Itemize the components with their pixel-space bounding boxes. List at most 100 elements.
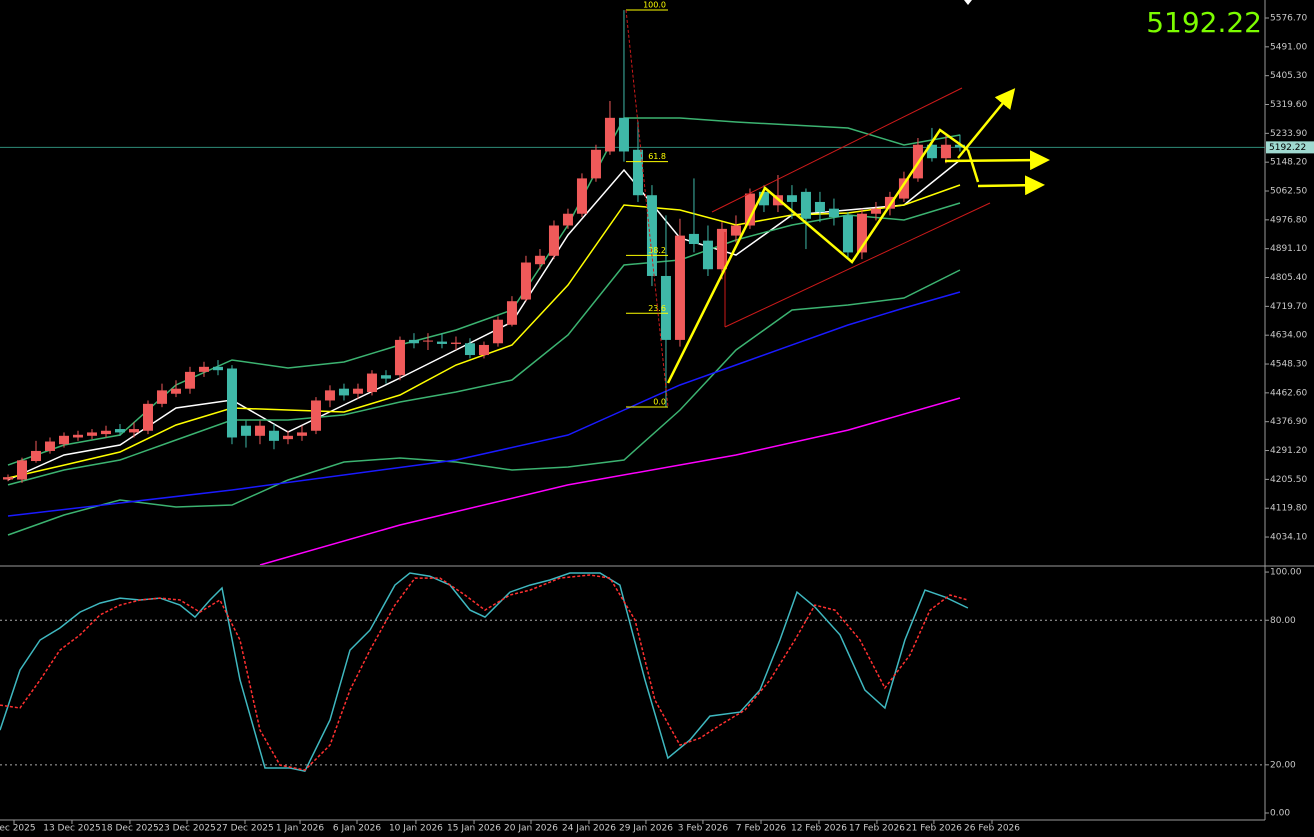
candle-body (604, 117, 615, 152)
indicator-line (7, 202, 961, 486)
candle-body (646, 195, 657, 276)
candle-body (436, 341, 447, 344)
arrow-right-lower (977, 175, 1045, 196)
arrow-down-leg (966, 149, 980, 183)
candle-body (184, 371, 195, 389)
fib-label: 0.0 (653, 397, 666, 406)
candle-body (352, 388, 363, 394)
candle-body (72, 434, 83, 438)
fib-label: 100.0 (643, 0, 666, 9)
x-tick-label: 17 Feb 2026 (849, 824, 905, 834)
y-tick-label: 5576.70 (1270, 14, 1307, 24)
candle-body (590, 149, 601, 179)
candle-body (786, 195, 797, 202)
y-tick-label: 5148.20 (1270, 158, 1307, 168)
candle-body (128, 429, 139, 433)
x-tick-label: 6 Jan 2026 (333, 824, 381, 834)
candle-body (324, 390, 335, 401)
price-panel: 100.0 61.8 38.2 23.6 0.0 (0, 0, 1265, 565)
indicator-line (7, 184, 961, 479)
candle-body (296, 432, 307, 436)
candle-body (576, 178, 587, 214)
x-tick-label: 21 Feb 2026 (906, 824, 962, 834)
candle-body (492, 319, 503, 344)
fib-label: 61.8 (648, 152, 666, 161)
y-tick-label: 4548.30 (1270, 360, 1307, 370)
y-tick-label: 4119.80 (1270, 504, 1307, 514)
y-tick-label: 4976.80 (1270, 215, 1307, 225)
candle-body (170, 388, 181, 394)
y-tick-label: 4291.20 (1270, 446, 1307, 456)
candle-body (16, 460, 27, 480)
x-tick-label: 7 Feb 2026 (736, 824, 787, 834)
candle-body (632, 149, 643, 196)
candle-body (2, 477, 13, 480)
candle-body (394, 339, 405, 376)
candle-body (212, 366, 223, 371)
arrow-up (957, 88, 1016, 159)
candle-body (688, 233, 699, 245)
candle-body (898, 178, 909, 199)
candle-body (534, 255, 545, 265)
candle-body (254, 425, 265, 436)
x-tick-label: 24 Jan 2026 (562, 824, 616, 834)
y-tick-label: 80.00 (1270, 616, 1296, 626)
x-tick-label: 27 Dec 2025 (216, 824, 274, 834)
candle-body (226, 368, 237, 438)
candle-body (702, 240, 713, 270)
fib-label: 23.6 (648, 304, 666, 313)
candle-body (450, 342, 461, 344)
candle-body (926, 144, 937, 159)
candle-body (842, 215, 853, 253)
y-tick-label: 4805.40 (1270, 273, 1307, 283)
last-price-big: 5192.22 (1146, 6, 1262, 39)
fib-label: 38.2 (648, 246, 666, 255)
candle-body (310, 400, 321, 431)
y-tick-label: 100.00 (1270, 568, 1302, 578)
drawings (625, 9, 1050, 408)
candle-body (758, 191, 769, 206)
candle-body (156, 390, 167, 404)
candle-body (478, 344, 489, 356)
candle-body (142, 403, 153, 431)
candle-body (520, 262, 531, 300)
indicator-line (0, 572, 969, 772)
candle-body (940, 144, 951, 159)
candle-body (618, 117, 629, 152)
y-tick-label: 4634.00 (1270, 331, 1307, 341)
candle-body (856, 213, 867, 253)
candle-body (58, 435, 69, 445)
x-tick-label: 20 Jan 2026 (504, 824, 558, 834)
candle-body (884, 196, 895, 209)
y-tick-label: 5233.90 (1270, 129, 1307, 139)
x-tick-label: 1 Jan 2026 (276, 824, 324, 834)
candle-body (240, 425, 251, 436)
candle-body (282, 435, 293, 440)
arrow-right (944, 150, 1050, 171)
candle-body (114, 429, 125, 433)
candle-body (814, 201, 825, 213)
candle-body (660, 275, 671, 340)
y-tick-label: 20.00 (1270, 760, 1296, 770)
y-tick-label: 4034.10 (1270, 533, 1307, 543)
y-tick-label: 5062.50 (1270, 187, 1307, 197)
oscillator-panel (0, 572, 1265, 772)
candle-body (744, 193, 755, 226)
x-tick-label: 26 Feb 2026 (964, 824, 1020, 834)
candle-body (366, 373, 377, 393)
candle-body (100, 430, 111, 435)
indicator-line (0, 574, 969, 771)
candle-body (338, 388, 349, 396)
candle-body (954, 144, 965, 148)
channel-upper (711, 87, 963, 213)
candle-body (674, 235, 685, 340)
y-tick-label: 5491.00 (1270, 42, 1307, 52)
candle-body (422, 340, 433, 342)
x-tick-label: 3 Feb 2026 (678, 824, 729, 834)
last-price-label: 5192.22 (1269, 143, 1306, 153)
y-tick-label: 4376.90 (1270, 417, 1307, 427)
zigzag (666, 128, 969, 384)
candle-body (800, 191, 811, 219)
